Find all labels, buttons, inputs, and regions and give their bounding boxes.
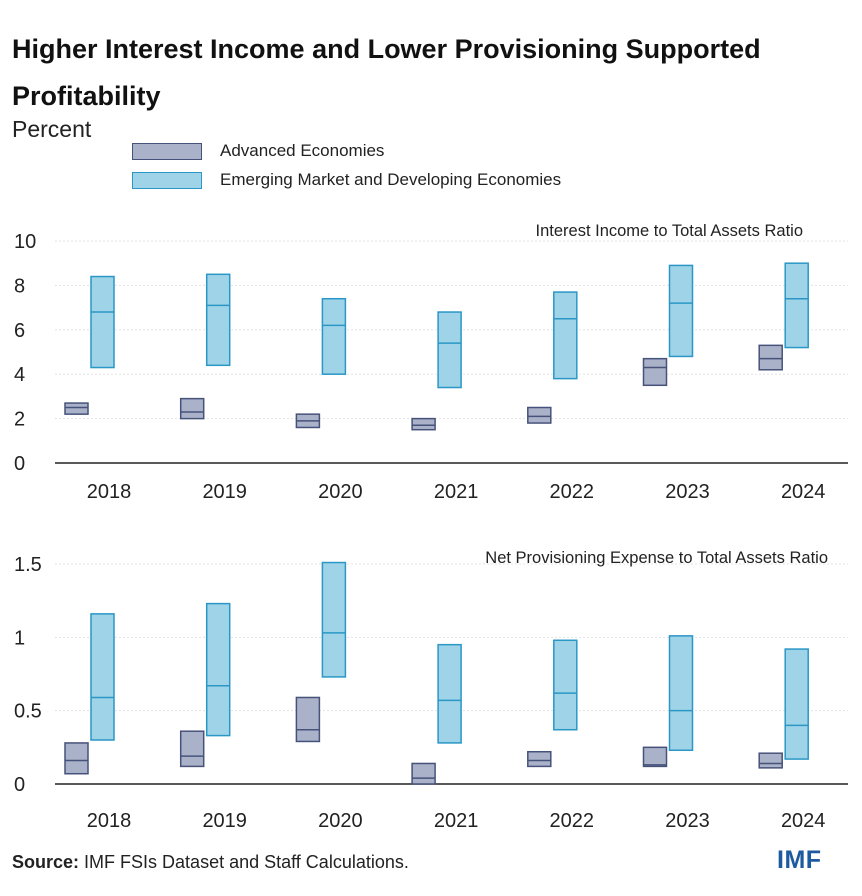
y-tick-label: 2 <box>14 409 25 431</box>
x-tick-label: 2024 <box>781 810 826 832</box>
panel-title: Interest Income to Total Assets Ratio <box>536 222 804 240</box>
emerging-range-box <box>785 263 808 347</box>
y-tick-label: 0 <box>14 453 25 475</box>
emerging-range-box <box>91 614 114 740</box>
advanced-range-box <box>644 359 667 386</box>
advanced-range-box <box>644 747 667 766</box>
y-tick-label: 0 <box>14 774 25 796</box>
x-tick-label: 2019 <box>202 481 247 503</box>
emerging-range-box <box>554 292 577 379</box>
emerging-range-box <box>322 299 345 374</box>
advanced-range-box <box>759 753 782 768</box>
panel-title: Net Provisioning Expense to Total Assets… <box>485 549 828 567</box>
x-tick-label: 2021 <box>434 810 479 832</box>
charts-canvas: 0246810 Interest Income to Total Assets R… <box>0 0 862 896</box>
advanced-range-box <box>181 399 204 419</box>
x-tick-label: 2021 <box>434 481 479 503</box>
y-tick-label: 4 <box>14 364 25 386</box>
y-tick-label: 0.5 <box>14 701 42 723</box>
advanced-range-box <box>412 763 435 784</box>
emerging-range-box <box>438 645 461 743</box>
advanced-range-box <box>528 752 551 767</box>
emerging-range-box <box>785 649 808 759</box>
imf-logo: IMF <box>777 846 822 875</box>
chart-panel-1: 0 2 4 6 8 10 Interest Income to Total Assets R… <box>14 222 848 503</box>
emerging-range-box <box>207 604 230 736</box>
emerging-range-box <box>670 265 693 356</box>
y-tick-label: 8 <box>14 275 25 297</box>
x-tick-label: 2020 <box>318 810 363 832</box>
advanced-range-box <box>759 345 782 369</box>
emerging-range-box <box>438 312 461 387</box>
emerging-range-box <box>670 636 693 750</box>
x-tick-label: 2018 <box>87 810 132 832</box>
y-tick-label: 10 <box>14 231 36 253</box>
y-tick-label: 6 <box>14 320 25 342</box>
x-tick-label: 2024 <box>781 481 826 503</box>
source-note: Source: IMF FSIs Dataset and Staff Calcu… <box>12 852 409 873</box>
emerging-range-box <box>91 277 114 368</box>
x-tick-label: 2023 <box>665 481 710 503</box>
x-tick-label: 2020 <box>318 481 363 503</box>
x-tick-label: 2018 <box>87 481 132 503</box>
y-tick-label: 1 <box>14 627 25 649</box>
advanced-range-box <box>528 408 551 424</box>
emerging-range-box <box>207 274 230 365</box>
x-tick-label: 2022 <box>550 810 595 832</box>
advanced-range-box <box>296 697 319 741</box>
emerging-range-box <box>554 640 577 729</box>
advanced-range-box <box>65 403 88 414</box>
advanced-range-box <box>65 743 88 774</box>
y-tick-label: 1.5 <box>14 554 42 576</box>
x-tick-label: 2023 <box>665 810 710 832</box>
emerging-range-box <box>322 563 345 677</box>
source-text: IMF FSIs Dataset and Staff Calculations. <box>84 852 409 872</box>
x-tick-label: 2019 <box>202 810 247 832</box>
advanced-range-box <box>181 731 204 766</box>
source-label: Source: <box>12 852 79 872</box>
x-tick-label: 2022 <box>550 481 595 503</box>
chart-panel-2: 0 0.5 1 1.5 Net Provisioning Expense to Tota… <box>14 549 848 832</box>
advanced-range-box <box>412 419 435 430</box>
